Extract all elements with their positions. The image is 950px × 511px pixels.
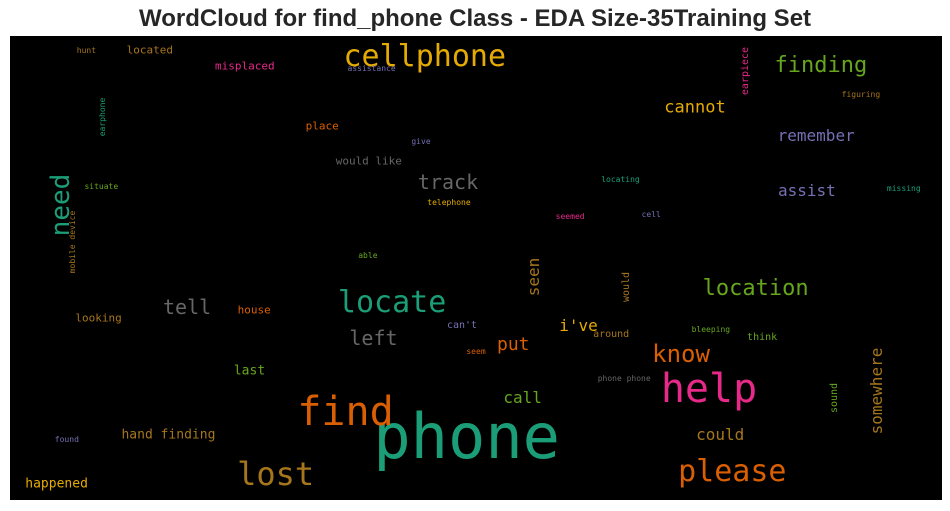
word-put: put — [497, 333, 530, 355]
word-think: think — [747, 331, 778, 343]
word-would-like: would like — [335, 154, 402, 168]
word-sound: sound — [828, 382, 840, 413]
word-looking: looking — [75, 311, 122, 325]
word-located: located — [126, 43, 173, 57]
word-could: could — [696, 425, 745, 445]
word-call: call — [503, 387, 542, 407]
word-house: house — [237, 303, 271, 317]
word-figuring: figuring — [841, 90, 881, 100]
word-telephone: telephone — [427, 198, 471, 208]
word-assist: assist — [777, 181, 836, 201]
word-lost: lost — [237, 455, 315, 494]
chart-title: WordCloud for find_phone Class - EDA Siz… — [138, 5, 812, 32]
word-mobile-device: mobile device — [68, 211, 78, 274]
word-seemed: seemed — [555, 211, 585, 221]
word-find: find — [297, 388, 394, 435]
word-last: last — [233, 363, 266, 379]
word-locate: locate — [337, 284, 447, 320]
word-locating: locating — [601, 174, 640, 184]
word-found: found — [54, 434, 79, 444]
word-know: know — [652, 339, 710, 368]
word-please: please — [678, 454, 787, 490]
word-give: give — [411, 136, 431, 146]
word-help: help — [660, 365, 758, 412]
word-happened: happened — [25, 476, 88, 492]
word-earpiece: earpiece — [740, 46, 752, 95]
word-earphone: earphone — [98, 97, 108, 137]
word-tell: tell — [162, 295, 212, 320]
word-missing: missing — [886, 184, 921, 194]
word-location: location — [702, 275, 809, 301]
word-hunt: hunt — [76, 45, 97, 55]
word-misplaced: misplaced — [215, 59, 275, 73]
word-seen: seen — [523, 258, 543, 297]
word-around: around — [593, 329, 630, 341]
word-able: able — [358, 250, 378, 260]
word-phone-phone: phone phone — [597, 374, 651, 384]
word-i-ve: i've — [559, 316, 598, 335]
word-remember: remember — [777, 125, 855, 145]
word-situate: situate — [84, 181, 119, 191]
word-seem: seem — [466, 346, 486, 356]
word-bleeping: bleeping — [691, 324, 731, 334]
word-finding: finding — [774, 53, 868, 79]
word-somewhere: somewhere — [866, 347, 886, 435]
word-assistance: assistance — [347, 64, 396, 74]
word-track: track — [417, 170, 479, 195]
word-place: place — [305, 119, 339, 133]
word-cellphone: cellphone — [343, 38, 507, 74]
word-cannot: cannot — [664, 97, 726, 118]
word-can-t: can't — [446, 320, 478, 331]
word-cloud-area: phone help find cellphone locate lost please ne… — [10, 36, 942, 500]
word-cell: cell — [641, 209, 661, 219]
word-phone: phone — [373, 400, 560, 474]
word-left: left — [349, 325, 398, 350]
word-would: would — [620, 271, 632, 302]
word-hand-finding: hand finding — [121, 427, 216, 443]
